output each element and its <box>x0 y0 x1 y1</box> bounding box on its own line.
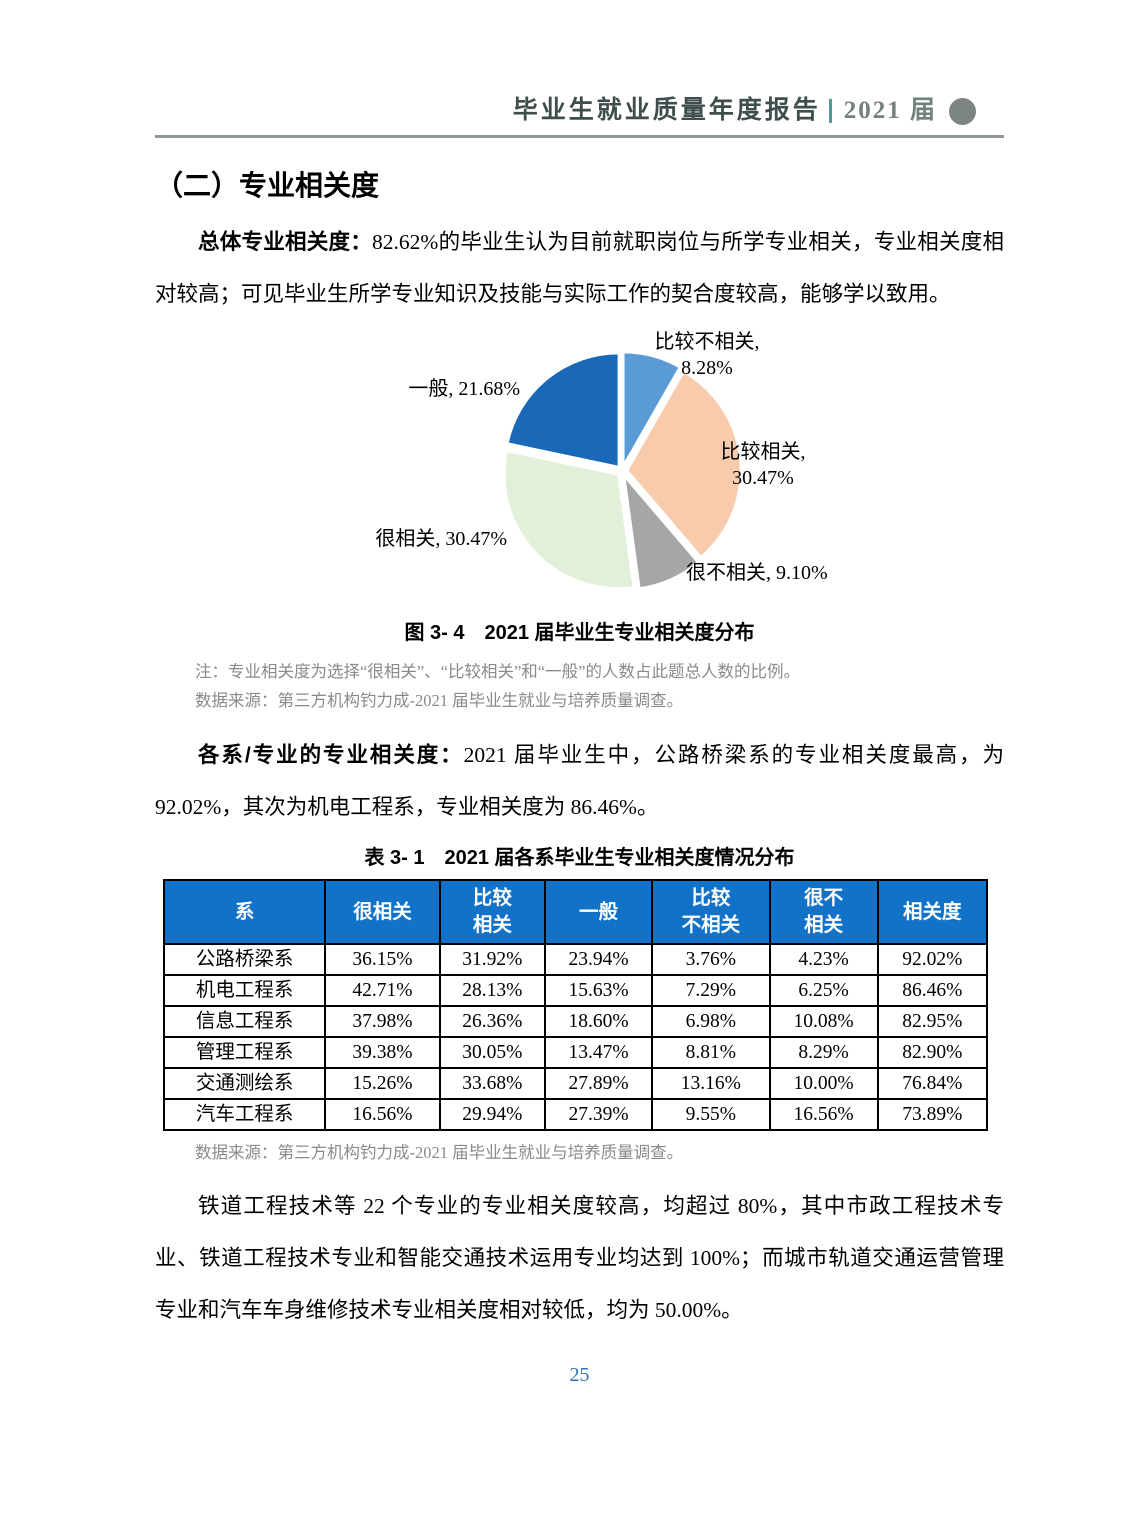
table-cell: 27.39% <box>544 1098 654 1131</box>
pie-label-3: 很相关, 30.47% <box>375 528 507 550</box>
table-cell: 8.29% <box>768 1036 879 1069</box>
pie-slice-0 <box>622 350 682 471</box>
pie-label-1: 比较相关, 30.47% <box>720 441 806 489</box>
figure-notes: 注：专业相关度为选择“很相关”、“比较相关”和“一般”的人数占此题总人数的比例。… <box>155 657 1004 715</box>
paragraph-lead: 总体专业相关度： <box>198 230 373 254</box>
relevance-table: 系很相关 比较 相关 一般 比较 不相关 很不 相关 相关度 公路桥梁系 36.15% 31.… <box>162 879 989 1131</box>
table-cell: 6.25% <box>768 974 879 1007</box>
table-body: 公路桥梁系 36.15% 31.92% 23.94% 3.76% 4.23% 92.02% 机… <box>162 943 989 1131</box>
table-cell: 4.23% <box>768 943 879 976</box>
table-note-source: 数据来源：第三方机构钓力成-2021 届毕业生就业与培养质量调查。 <box>195 1143 684 1162</box>
table-cell: 10.00% <box>768 1067 879 1100</box>
table-cell: 28.13% <box>438 974 547 1007</box>
table-cell: 8.81% <box>651 1036 771 1069</box>
table-cell: 交通测绘系 <box>162 1067 327 1100</box>
table-cell: 信息工程系 <box>162 1005 327 1038</box>
table-header-row: 系很相关 比较 相关 一般 比较 不相关 很不 相关 相关度 <box>162 879 989 945</box>
table-cell: 汽车工程系 <box>162 1098 327 1131</box>
table-cell: 3.76% <box>651 943 771 976</box>
table-cell: 13.47% <box>544 1036 654 1069</box>
pie-slice-4 <box>505 351 621 469</box>
header-separator-bar <box>828 99 832 123</box>
pie-slice-2 <box>622 471 700 590</box>
table-cell: 33.68% <box>438 1067 547 1100</box>
table-cell: 37.98% <box>324 1005 441 1038</box>
table-cell: 82.90% <box>876 1036 989 1069</box>
table-cell: 39.38% <box>324 1036 441 1069</box>
paragraph-text: 2021 届毕业生中，公路桥梁系的专业相关度最高，为 92.02%，其次为机电工… <box>155 743 1004 819</box>
table-cell: 7.29% <box>651 974 771 1007</box>
table-cell: 86.46% <box>876 974 989 1007</box>
table-header-cell: 很不 相关 <box>768 879 879 945</box>
table-cell: 26.36% <box>438 1005 547 1038</box>
table-header-cell: 比较 不相关 <box>651 879 771 945</box>
report-title: 毕业生就业质量年度报告 <box>512 97 821 124</box>
report-header: 毕业生就业质量年度报告 2021 届 <box>155 0 1004 128</box>
table-cell: 18.60% <box>544 1005 654 1038</box>
pie-chart: 比较不相关, 8.28% 比较相关, 30.47% 很不相关, 9.10% 很相关, … <box>155 320 1004 607</box>
pie-label-2: 很不相关, 9.10% <box>686 562 828 584</box>
table-cell: 29.94% <box>438 1098 547 1131</box>
table-cell: 10.08% <box>768 1005 879 1038</box>
section-title: （二）专业相关度 <box>155 170 380 201</box>
table-cell: 36.15% <box>324 943 441 976</box>
figure-caption: 图 3- 4 2021 届毕业生专业相关度分布 <box>404 622 755 644</box>
table-head: 系很相关 比较 相关 一般 比较 不相关 很不 相关 相关度 <box>162 879 989 945</box>
table-cell: 13.16% <box>651 1067 771 1100</box>
table-row: 信息工程系 37.98% 26.36% 18.60% 6.98% 10.08% 82.95% <box>162 1005 989 1038</box>
table-cell: 82.95% <box>876 1005 989 1038</box>
paragraph-overall-relevance: 总体专业相关度：82.62%的毕业生认为目前就职岗位与所学专业相关，专业相关度相… <box>155 216 1004 320</box>
table-cell: 9.55% <box>651 1098 771 1131</box>
figure-note-source: 数据来源：第三方机构钓力成-2021 届毕业生就业与培养质量调查。 <box>195 691 684 710</box>
table-header-cell: 比较 相关 <box>438 879 547 945</box>
table-row: 汽车工程系 16.56% 29.94% 27.39% 9.55% 16.56% 73.89% <box>162 1098 989 1131</box>
table-header-cell: 系 <box>162 879 327 945</box>
table-row: 机电工程系 42.71% 28.13% 15.63% 7.29% 6.25% 86.46% <box>162 974 989 1007</box>
table-header-cell: 很相关 <box>324 879 441 945</box>
table-cell: 42.71% <box>324 974 441 1007</box>
table-cell: 27.89% <box>544 1067 654 1100</box>
cohort-label: 2021 届 <box>843 97 937 124</box>
table-caption: 表 3- 1 2021 届各系毕业生专业相关度情况分布 <box>364 847 795 869</box>
pie-label-4: 一般, 21.68% <box>408 378 520 400</box>
table-cell: 机电工程系 <box>162 974 327 1007</box>
table-cell: 23.94% <box>544 943 654 976</box>
circle-icon <box>949 97 976 125</box>
table-row: 管理工程系 39.38% 30.05% 13.47% 8.81% 8.29% 82.90% <box>162 1036 989 1069</box>
paragraph-text: 82.62%的毕业生认为目前就职岗位与所学专业相关，专业相关度相对较高；可见毕业… <box>155 230 1004 306</box>
table-cell: 73.89% <box>876 1098 989 1131</box>
table-cell: 16.56% <box>324 1098 441 1131</box>
pie-slice-3 <box>503 449 636 590</box>
table-cell: 16.56% <box>768 1098 879 1131</box>
table-header-cell: 一般 <box>544 879 654 945</box>
pie-label-0: 比较不相关, 8.28% <box>654 331 760 379</box>
table-row: 公路桥梁系 36.15% 31.92% 23.94% 3.76% 4.23% 92.02% <box>162 943 989 976</box>
table-cell: 管理工程系 <box>162 1036 327 1069</box>
paragraph-department-relevance: 各系/专业的专业相关度：2021 届毕业生中，公路桥梁系的专业相关度最高，为 9… <box>155 729 1004 833</box>
table-cell: 30.05% <box>438 1036 547 1069</box>
table-cell: 6.98% <box>651 1005 771 1038</box>
pie-svg <box>503 350 743 590</box>
table-row: 交通测绘系 15.26% 33.68% 27.89% 13.16% 10.00% 76.84… <box>162 1067 989 1100</box>
header-rule <box>155 135 1004 138</box>
table-cell: 15.63% <box>544 974 654 1007</box>
pie-slice-1 <box>625 369 743 559</box>
page-number: 25 <box>569 1364 590 1386</box>
table-cell: 公路桥梁系 <box>162 943 327 976</box>
table-cell: 92.02% <box>876 943 989 976</box>
paragraph-lead: 各系/专业的专业相关度： <box>198 743 464 767</box>
table-cell: 31.92% <box>438 943 547 976</box>
paragraph-major-relevance: 铁道工程技术等 22 个专业的专业相关度较高，均超过 80%，其中市政工程技术专… <box>155 1194 1004 1322</box>
figure-note-definition: 注：专业相关度为选择“很相关”、“比较相关”和“一般”的人数占此题总人数的比例。 <box>195 662 800 681</box>
table-cell: 76.84% <box>876 1067 989 1100</box>
table-header-cell: 相关度 <box>876 879 989 945</box>
table-cell: 15.26% <box>324 1067 441 1100</box>
